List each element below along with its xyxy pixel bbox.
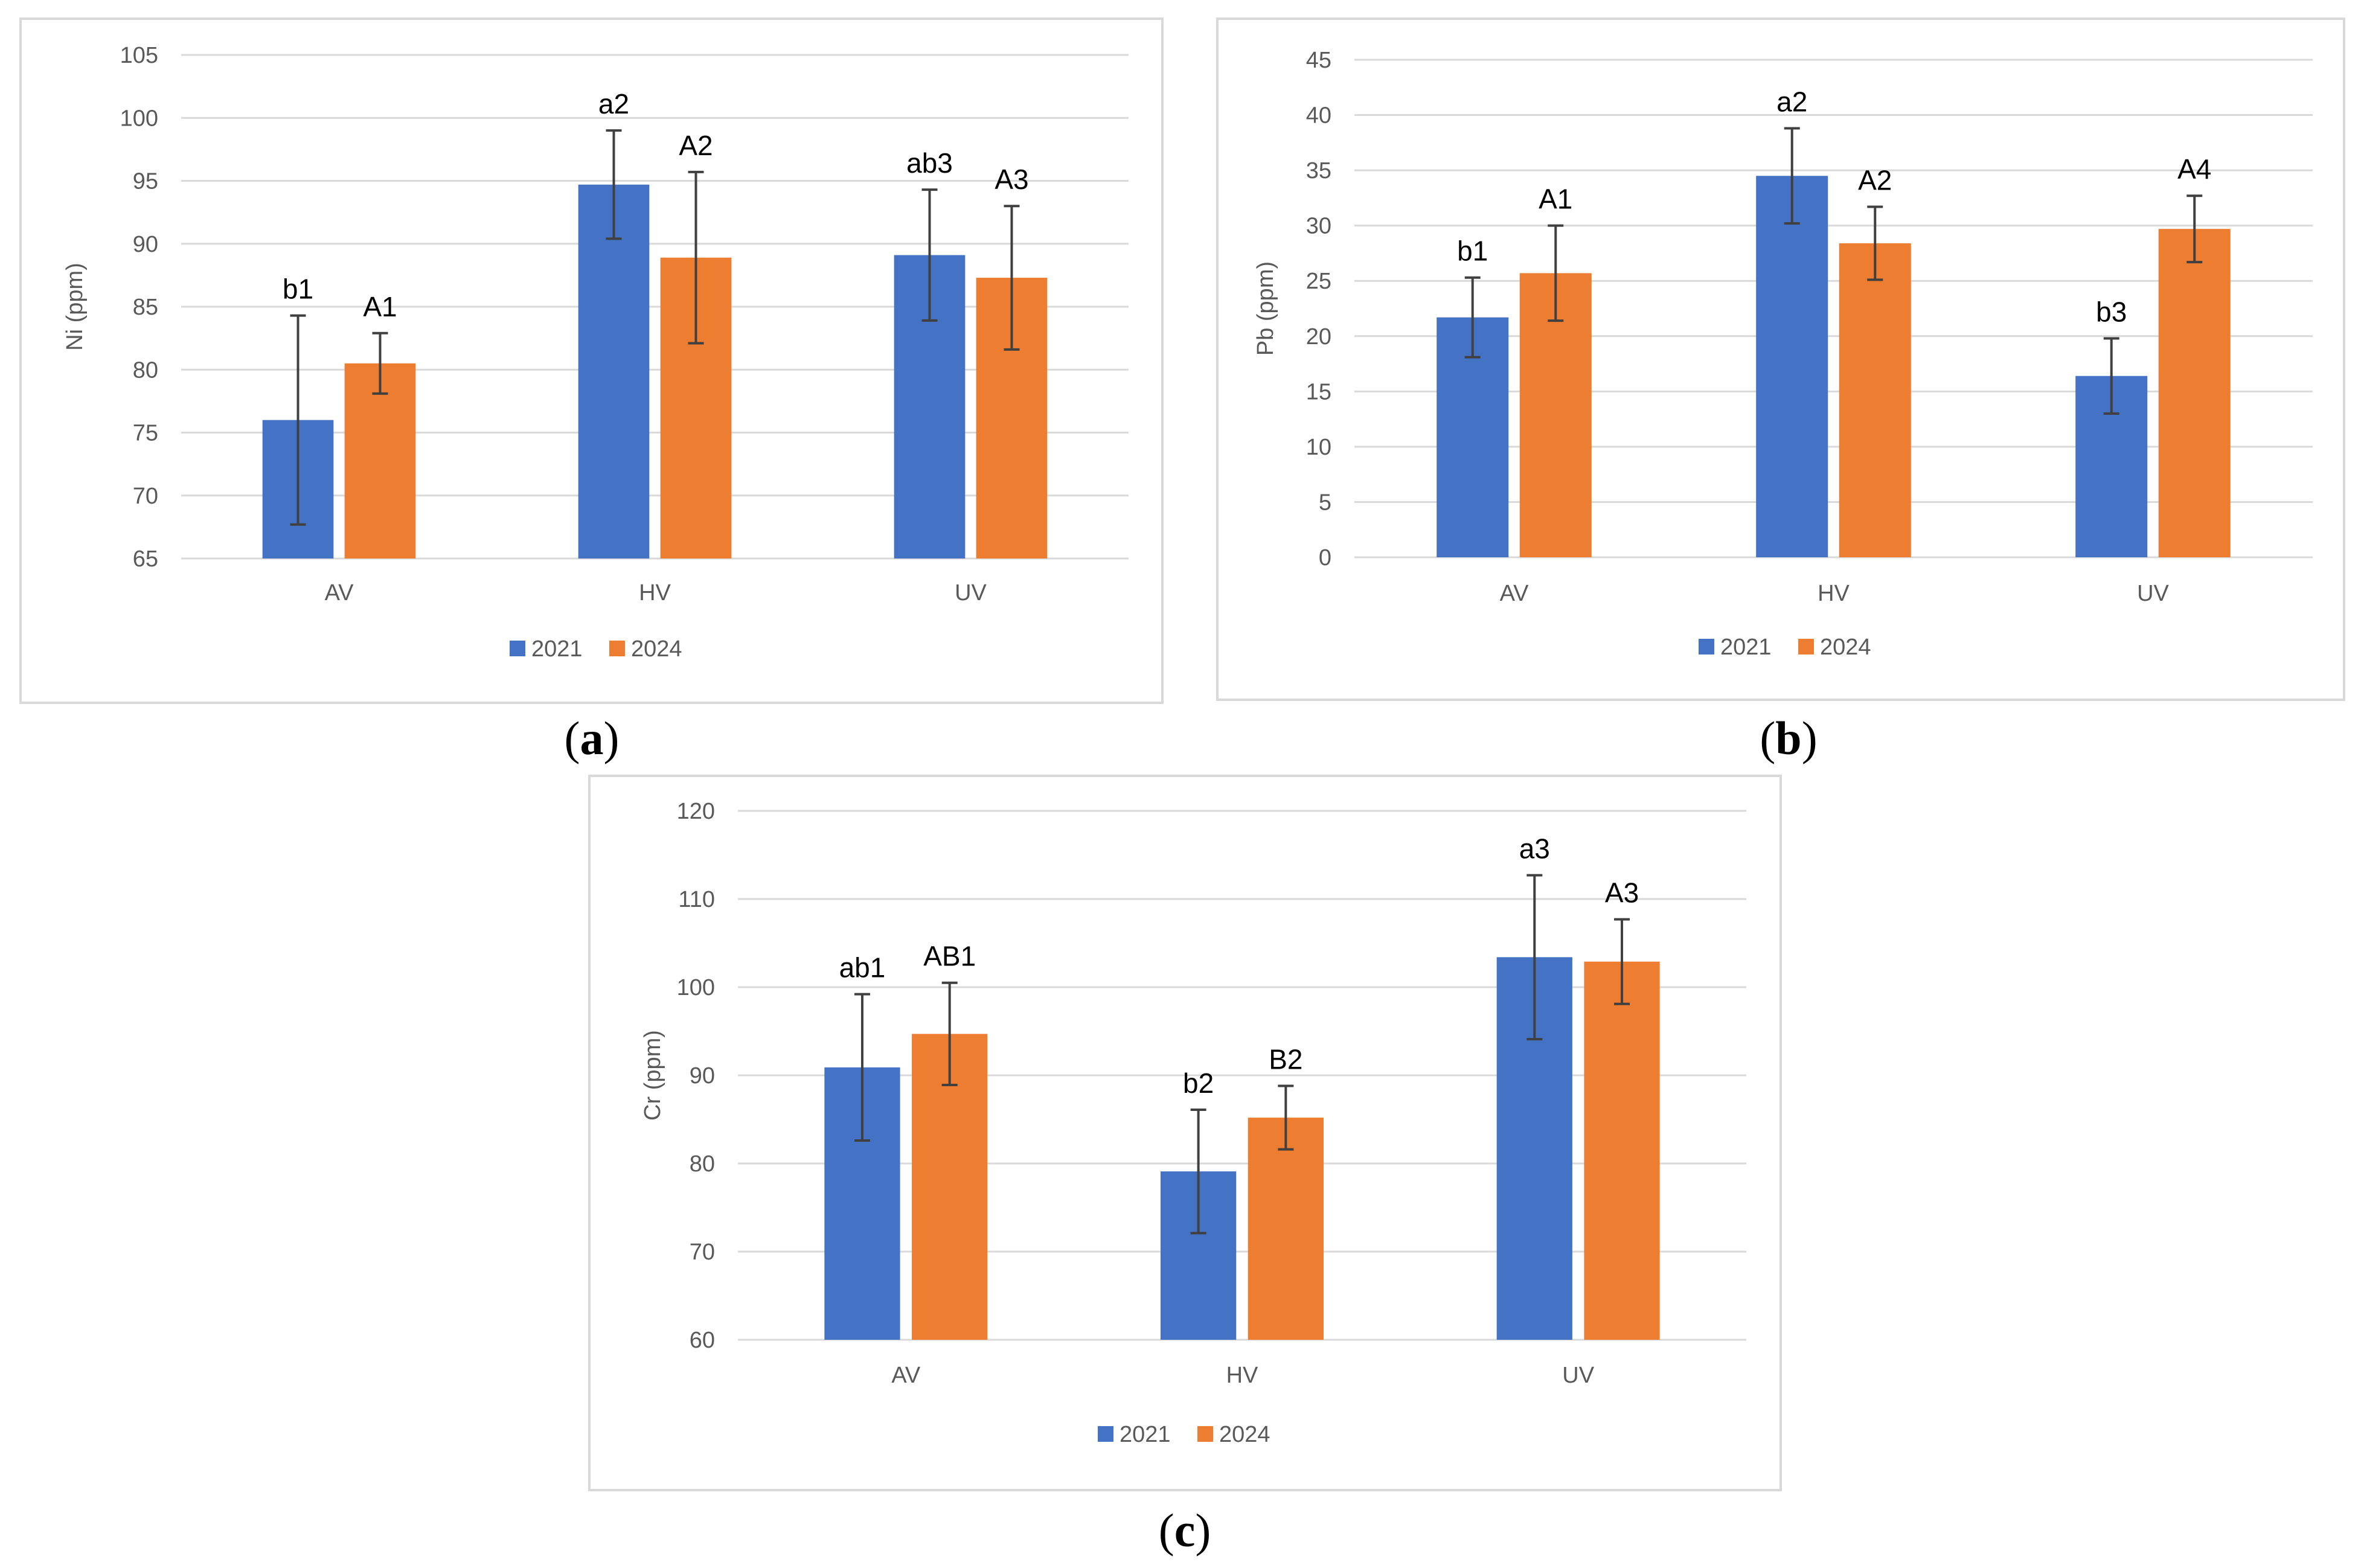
bar-2024-HV — [1248, 1118, 1324, 1340]
x-tick-label: AV — [891, 1363, 921, 1388]
y-axis-label: Pb (ppm) — [1253, 261, 1278, 356]
legend-swatch-2024 — [1197, 1426, 1213, 1442]
x-tick-label: HV — [1818, 581, 1850, 606]
data-label: A1 — [1539, 184, 1572, 215]
chart-panel-a: 65 70 75 80 85 90 95 100 105 Ni (ppm) AV b1 A1 HV a2 A2… — [19, 18, 1164, 704]
y-tick-label: 100 — [120, 106, 158, 131]
x-tick-label: AV — [1500, 581, 1530, 606]
y-tick-label: 30 — [1306, 214, 1331, 239]
y-tick-label: 80 — [133, 357, 158, 383]
chart-c-svg: 60 70 80 90 100 110 120 Cr (ppm) AV ab1 AB1 HV b2 B2 U… — [640, 799, 1746, 1447]
data-label: b2 — [1183, 1067, 1214, 1099]
bar-2024-UV — [2158, 229, 2231, 557]
bar-2024-AV — [344, 363, 416, 558]
data-label: b1 — [283, 274, 313, 305]
chart-b-svg: 0 5 10 15 20 25 30 35 40 45 Pb (ppm) AV b1 A1 HV a2 A2 UV… — [1253, 48, 2313, 660]
y-tick-label: 95 — [133, 169, 158, 194]
legend-swatch-2021 — [510, 641, 525, 656]
y-tick-label: 65 — [133, 546, 158, 572]
data-label: ab1 — [839, 952, 886, 984]
x-tick-label: AV — [325, 580, 354, 606]
y-tick-label: 20 — [1306, 324, 1331, 350]
caption-c: (c) — [1158, 1504, 1211, 1557]
bar-2024-UV — [1584, 961, 1660, 1340]
data-label: a2 — [598, 88, 629, 120]
y-tick-label: 80 — [690, 1151, 715, 1177]
data-label: ab3 — [906, 147, 953, 179]
data-label: B2 — [1269, 1044, 1302, 1075]
y-tick-label: 100 — [677, 975, 715, 1000]
y-tick-label: 10 — [1306, 435, 1331, 460]
y-tick-label: 60 — [690, 1328, 715, 1353]
y-axis-label: Ni (ppm) — [62, 263, 88, 351]
chart-panel-b: 0 5 10 15 20 25 30 35 40 45 Pb (ppm) AV b1 A1 HV a2 A2 UV… — [1216, 18, 2345, 701]
caption-b: (b) — [1760, 712, 1818, 764]
data-label: a2 — [1776, 86, 1807, 118]
data-label: a3 — [1519, 833, 1550, 865]
chart-a-svg: 65 70 75 80 85 90 95 100 105 Ni (ppm) AV b1 A1 HV a2 A2… — [62, 43, 1129, 662]
legend-label: 2021 — [1120, 1422, 1171, 1447]
y-tick-label: 25 — [1306, 269, 1331, 294]
y-tick-label: 75 — [133, 421, 158, 446]
legend-label: 2021 — [531, 636, 583, 662]
y-tick-label: 70 — [133, 484, 158, 509]
y-axis-label: Cr (ppm) — [640, 1030, 665, 1121]
data-label: A3 — [1605, 877, 1639, 909]
legend-label: 2021 — [1720, 635, 1772, 660]
data-label: A2 — [1858, 165, 1892, 196]
y-tick-label: 0 — [1319, 545, 1331, 571]
data-label: A1 — [363, 291, 397, 322]
bar-2024-HV — [1839, 243, 1911, 557]
y-tick-label: 120 — [677, 799, 715, 824]
legend-label: 2024 — [631, 636, 682, 662]
y-tick-label: 40 — [1306, 103, 1331, 129]
x-tick-label: HV — [1226, 1363, 1258, 1388]
legend-swatch-2024 — [609, 641, 625, 656]
bar-2021-HV — [578, 184, 650, 558]
data-label: A2 — [679, 130, 713, 161]
x-tick-label: UV — [1562, 1363, 1594, 1388]
y-tick-label: 90 — [133, 232, 158, 257]
data-label: AB1 — [923, 941, 976, 972]
y-tick-label: 15 — [1306, 379, 1331, 405]
x-tick-label: UV — [2137, 581, 2169, 606]
chart-panel-c: 60 70 80 90 100 110 120 Cr (ppm) AV ab1 AB1 HV b2 B2 U… — [588, 775, 1782, 1491]
data-label: A3 — [995, 164, 1028, 195]
x-tick-label: UV — [955, 580, 987, 606]
bar-2021-HV — [1756, 176, 1828, 557]
data-label: b3 — [2096, 296, 2127, 327]
y-tick-label: 35 — [1306, 158, 1331, 184]
y-tick-label: 90 — [690, 1063, 715, 1089]
legend-label: 2024 — [1820, 635, 1871, 660]
data-label: A4 — [2177, 153, 2211, 185]
caption-a: (a) — [564, 712, 620, 764]
y-tick-label: 5 — [1319, 490, 1331, 515]
y-tick-label: 110 — [678, 887, 715, 912]
legend-swatch-2024 — [1798, 639, 1814, 654]
legend-swatch-2021 — [1098, 1426, 1113, 1442]
y-tick-label: 45 — [1306, 48, 1331, 73]
y-tick-label: 105 — [120, 43, 158, 68]
y-tick-label: 85 — [133, 295, 158, 320]
y-tick-label: 70 — [690, 1240, 715, 1265]
legend-label: 2024 — [1219, 1422, 1270, 1447]
legend-swatch-2021 — [1699, 639, 1714, 654]
x-tick-label: HV — [639, 580, 671, 606]
data-label: b1 — [1457, 235, 1488, 267]
